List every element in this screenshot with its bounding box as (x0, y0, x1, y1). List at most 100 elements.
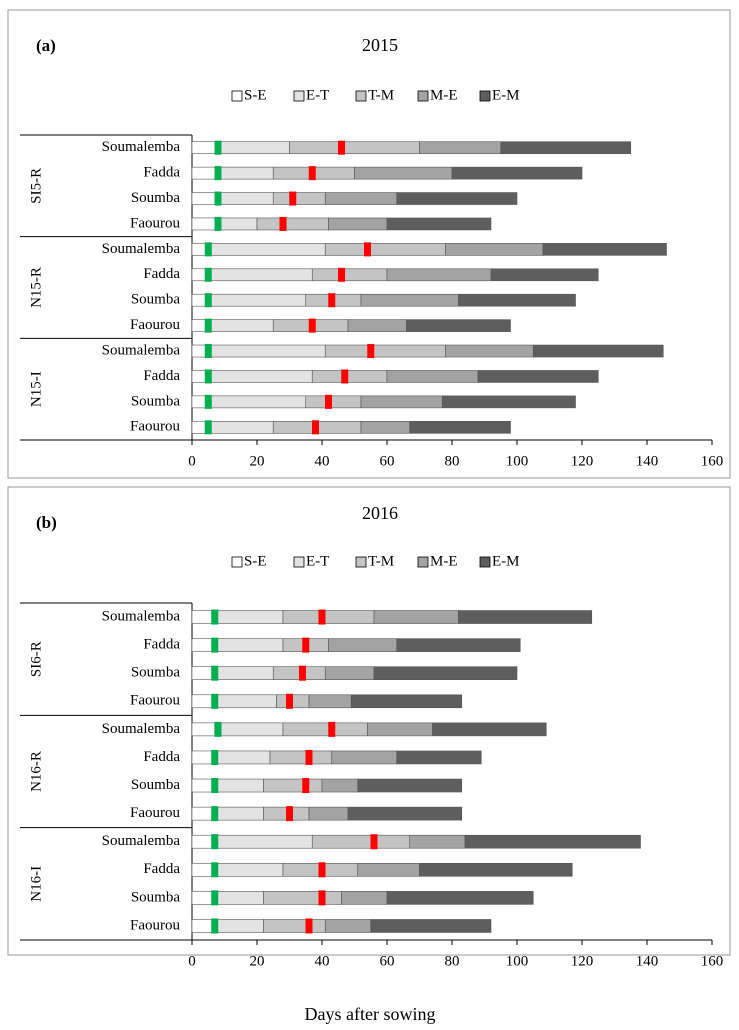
stage-marker (204, 344, 212, 359)
stage-marker (204, 369, 212, 384)
stage-marker (204, 242, 212, 257)
bar-segment (214, 891, 264, 905)
bar-segment (354, 166, 453, 180)
stage-marker (211, 749, 219, 765)
stage-marker (214, 191, 222, 206)
bar-segment (396, 638, 521, 652)
category-label: Soumalemba (102, 608, 181, 624)
bar-segment (373, 666, 518, 681)
bar-segment (347, 319, 407, 332)
bar-segment (324, 192, 398, 205)
x-tick-label: 20 (250, 953, 265, 969)
group-label: SI5-R (28, 168, 44, 204)
bar-segment (311, 370, 388, 383)
x-tick-label: 20 (250, 453, 265, 469)
legend-swatch (479, 90, 491, 102)
category-label: Soumalemba (102, 342, 181, 358)
bar-segment (409, 834, 466, 849)
stage-marker (211, 693, 219, 709)
bar-segment (207, 243, 326, 256)
bar-segment (214, 610, 284, 624)
bar-segment (191, 166, 219, 180)
legend-swatch (355, 90, 367, 102)
bar-segment (214, 778, 264, 793)
bar-segment (386, 891, 534, 905)
bar-segment (207, 420, 274, 434)
bar-segment (272, 192, 326, 205)
x-tick-label: 160 (701, 453, 724, 469)
x-tick-label: 0 (188, 453, 196, 469)
bar-segment (217, 141, 290, 155)
bar-segment (207, 319, 274, 332)
group-label: N16-I (28, 866, 44, 902)
bar-segment (207, 293, 307, 307)
category-label: Soumalemba (102, 833, 181, 849)
stage-marker (211, 665, 219, 681)
bar-segment (396, 192, 518, 205)
bar-segment (256, 217, 329, 231)
x-tick-label: 0 (188, 953, 196, 969)
bar-segment (214, 919, 264, 933)
bar-segment (357, 778, 463, 793)
bar-segment (217, 192, 274, 205)
legend-swatch (231, 90, 243, 102)
bar-segment (263, 891, 342, 905)
x-tick-label: 80 (445, 453, 460, 469)
bar-segment (191, 141, 219, 155)
category-label: Faourou (130, 419, 180, 435)
legend-label: T-M (368, 87, 394, 103)
legend-label: T-M (368, 553, 394, 569)
x-tick-label: 160 (701, 953, 724, 969)
stage-marker (211, 890, 219, 906)
category-label: Soumalemba (102, 241, 181, 257)
bar-segment (542, 243, 667, 256)
bar-segment (370, 919, 492, 933)
bar-segment (441, 395, 576, 409)
legend-swatch (479, 556, 491, 568)
category-label: Fadda (143, 165, 180, 181)
category-label: Soumba (131, 889, 181, 905)
bar-segment (500, 141, 632, 155)
stage-marker (279, 216, 287, 231)
stage-marker (214, 216, 222, 231)
bar-segment (458, 610, 593, 624)
group-label: N15-I (28, 371, 44, 407)
panel-frame (7, 9, 731, 479)
bar-segment (347, 806, 463, 821)
bar-segment (214, 666, 274, 681)
group-label: N15-R (28, 267, 44, 308)
legend-swatch (417, 90, 429, 102)
bar-segment (360, 293, 459, 307)
bar-segment (324, 344, 446, 358)
stage-marker (214, 140, 222, 155)
stage-marker (211, 834, 219, 850)
bar-segment (207, 268, 313, 282)
legend-label: S-E (244, 87, 267, 103)
bar-segment (328, 217, 388, 231)
panel-label: (b) (36, 513, 57, 532)
legend-swatch (231, 556, 243, 568)
stage-marker (286, 806, 293, 822)
bar-segment (214, 638, 284, 652)
x-tick-label: 120 (571, 453, 594, 469)
stage-marker (308, 166, 316, 181)
stage-marker (299, 665, 306, 681)
stage-marker (214, 721, 222, 737)
bar-segment (432, 722, 547, 737)
category-label: Soumalemba (102, 721, 181, 737)
bar-segment (305, 395, 362, 409)
category-label: Soumalemba (102, 139, 181, 155)
bar-segment (360, 395, 443, 409)
legend-label: M-E (430, 87, 458, 103)
bar-segment (263, 778, 323, 793)
category-label: Faourou (130, 805, 180, 821)
x-tick-label: 100 (506, 953, 529, 969)
bar-segment (490, 268, 599, 282)
stage-marker (211, 609, 219, 625)
stage-marker (308, 318, 316, 333)
stage-marker (214, 166, 222, 181)
bar-segment (464, 834, 641, 849)
category-label: Fadda (143, 266, 180, 282)
stage-marker (364, 242, 371, 257)
bar-segment (289, 141, 420, 155)
